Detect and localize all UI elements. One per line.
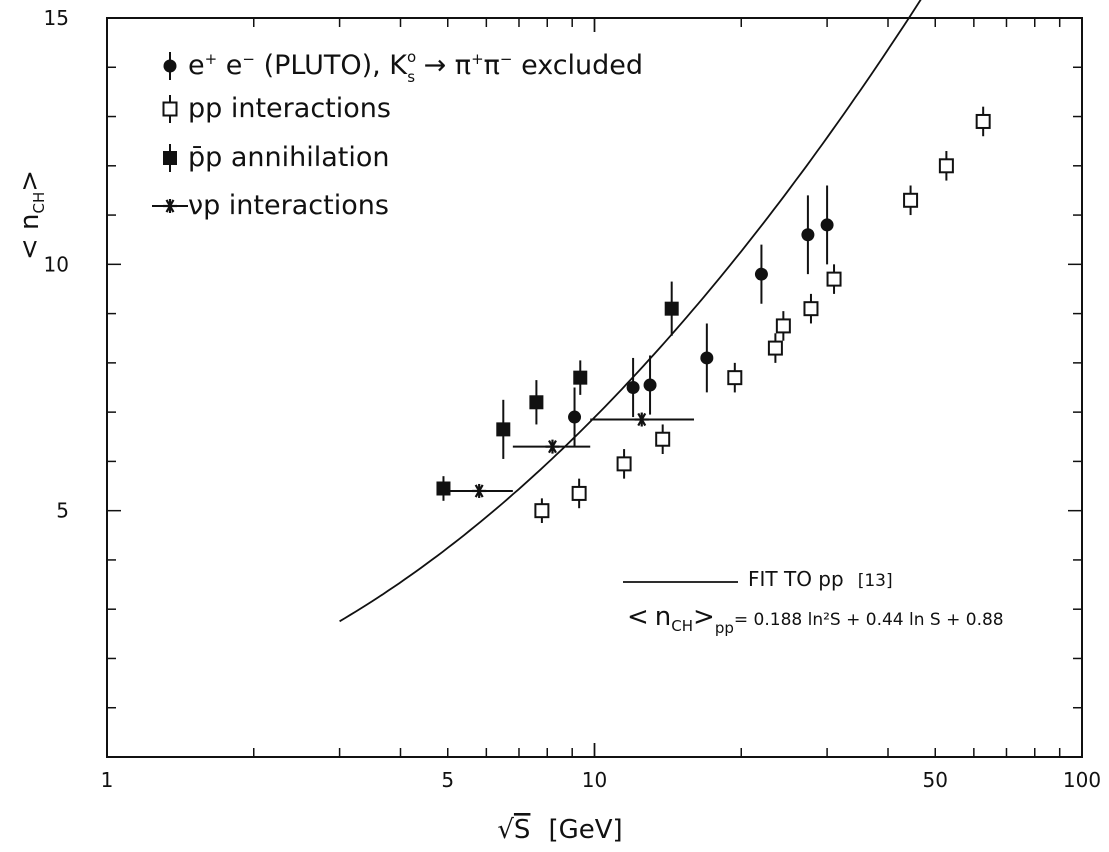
marker-filled-circle bbox=[643, 378, 657, 392]
series-star bbox=[447, 412, 695, 498]
data-point bbox=[512, 439, 591, 454]
data-point bbox=[568, 387, 582, 447]
series-open-square bbox=[534, 106, 991, 523]
legend-marker-filled-square bbox=[163, 144, 177, 172]
data-point bbox=[803, 293, 819, 324]
legend-entry-pluto: e+ e− (PLUTO), Ko s → π+π− excluded bbox=[163, 48, 643, 86]
marker-filled-circle bbox=[568, 410, 582, 424]
fit-curve bbox=[339, 0, 922, 623]
marker-filled-circle bbox=[801, 228, 815, 242]
marker-open-square bbox=[616, 456, 632, 472]
data-point bbox=[975, 106, 991, 137]
legend-entry-pbarp: p̄p annihilation bbox=[163, 142, 390, 173]
data-point bbox=[626, 357, 640, 418]
data-point bbox=[700, 323, 714, 393]
marker-open-square bbox=[655, 431, 671, 447]
x-tick-label: 1 bbox=[101, 768, 114, 792]
legend-label-pluto: e+ e− (PLUTO), Ko s → π+π− excluded bbox=[188, 48, 643, 86]
marker-open-square bbox=[803, 301, 819, 317]
marker-open-square bbox=[826, 271, 842, 287]
legend-label-nup: νp interactions bbox=[188, 190, 389, 221]
marker-filled-circle bbox=[700, 351, 714, 365]
data-point bbox=[436, 476, 451, 501]
data-point bbox=[664, 281, 679, 336]
marker-filled-square bbox=[529, 395, 544, 410]
data-point bbox=[903, 185, 919, 216]
data-point bbox=[571, 478, 587, 509]
data-point bbox=[820, 185, 834, 265]
data-point bbox=[590, 412, 695, 427]
fit-formula: < nCH>pp= 0.188 ln²S + 0.44 ln S + 0.88 bbox=[627, 602, 1004, 637]
x-tick-label: 5 bbox=[441, 768, 454, 792]
series-filled-circle bbox=[568, 185, 834, 447]
y-tick-label: 5 bbox=[56, 499, 69, 523]
axis-ticks bbox=[106, 17, 1083, 758]
data-point bbox=[727, 362, 743, 393]
marker-open-square bbox=[571, 485, 587, 501]
marker-open-square bbox=[767, 340, 783, 356]
data-point bbox=[754, 244, 768, 304]
data-point bbox=[447, 483, 513, 498]
legend-label-pp: pp interactions bbox=[188, 93, 391, 124]
y-axis-title: < nCH> bbox=[15, 170, 48, 260]
marker-filled-circle bbox=[163, 59, 177, 73]
series-filled-square bbox=[436, 281, 679, 501]
y-tick-label: 15 bbox=[44, 6, 69, 30]
marker-filled-square bbox=[496, 422, 511, 437]
data-point bbox=[938, 151, 954, 181]
data-marks bbox=[436, 106, 991, 523]
plot-frame bbox=[106, 17, 1083, 758]
x-tick-label: 100 bbox=[1063, 768, 1101, 792]
x-tick-label: 50 bbox=[923, 768, 948, 792]
legend-entry-pp: pp interactions bbox=[162, 93, 391, 124]
marker-filled-square bbox=[664, 301, 679, 316]
marker-open-square bbox=[775, 318, 791, 334]
marker-open-square bbox=[727, 370, 743, 386]
marker-filled-square bbox=[573, 370, 588, 385]
data-point bbox=[655, 424, 671, 455]
data-point bbox=[616, 449, 632, 479]
marker-open-square bbox=[162, 101, 178, 117]
marker-filled-circle bbox=[626, 381, 640, 394]
marker-filled-circle bbox=[820, 218, 834, 232]
marker-filled-square bbox=[436, 481, 451, 496]
y-tick-label: 10 bbox=[44, 252, 69, 276]
legend-entry-nup: νp interactions bbox=[152, 190, 389, 221]
x-axis-title: √S [GeV] bbox=[497, 815, 622, 845]
data-point bbox=[534, 498, 550, 523]
data-point bbox=[775, 311, 791, 341]
legend-marker-filled-circle bbox=[163, 52, 177, 80]
marker-open-square bbox=[903, 192, 919, 208]
marker-filled-square bbox=[163, 151, 177, 165]
data-point bbox=[767, 333, 783, 363]
data-point bbox=[496, 399, 511, 459]
marker-filled-circle bbox=[754, 267, 768, 281]
marker-open-square bbox=[938, 158, 954, 174]
legend-marker-open-square bbox=[162, 95, 178, 123]
data-point bbox=[573, 360, 588, 395]
fit-label: FIT TO pp [13] bbox=[748, 567, 893, 591]
data-point bbox=[643, 355, 657, 415]
legend-marker-star bbox=[152, 199, 188, 213]
x-tick-label: 10 bbox=[582, 768, 607, 792]
fit-annotation: FIT TO pp [13] < nCH>pp= 0.188 ln²S + 0.44… bbox=[623, 567, 1004, 637]
data-point bbox=[529, 380, 544, 425]
data-point bbox=[826, 264, 842, 294]
marker-open-square bbox=[975, 113, 991, 129]
marker-open-square bbox=[534, 503, 550, 519]
data-point bbox=[801, 195, 815, 275]
legend: e+ e− (PLUTO), Ko s → π+π− excluded pp in… bbox=[152, 48, 643, 221]
legend-label-pbarp: p̄p annihilation bbox=[188, 142, 390, 173]
